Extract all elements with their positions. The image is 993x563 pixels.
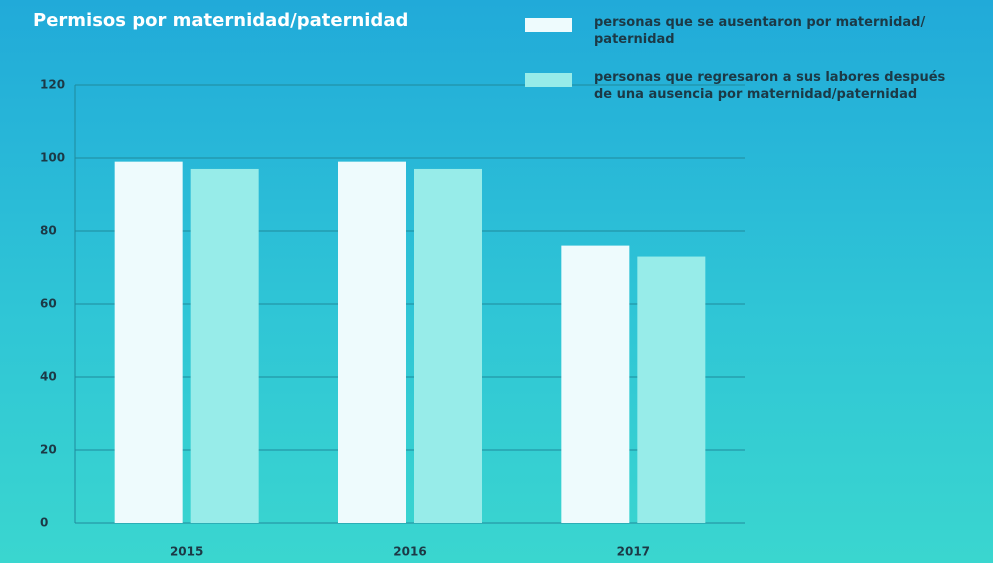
legend-item: personas que se ausentaron por maternida… [525,14,964,48]
bar [190,168,259,523]
x-tick-label: 2017 [617,545,650,559]
chart-title: Permisos por maternidad/paternidad [33,10,409,31]
legend-swatch [525,73,572,87]
x-tick-label: 2015 [170,545,203,559]
y-tick-label: 120 [40,78,65,92]
legend-label: personas que regresaron a sus labores de… [594,70,946,102]
y-tick-label: 0 [40,516,48,530]
legend-item: personas que regresaron a sus labores de… [525,69,964,103]
y-tick-label: 60 [40,297,57,311]
x-tick-label: 2016 [393,545,426,559]
bar [414,168,482,523]
y-tick-label: 80 [40,224,57,238]
bar [561,245,630,523]
y-tick-label: 100 [40,151,65,165]
bar [637,256,706,523]
legend-label: personas que se ausentaron por maternida… [594,15,926,47]
y-tick-label: 20 [40,443,57,457]
bar [338,161,406,523]
y-tick-label: 40 [40,370,57,384]
legend-swatch [525,18,572,32]
bar [114,161,183,523]
